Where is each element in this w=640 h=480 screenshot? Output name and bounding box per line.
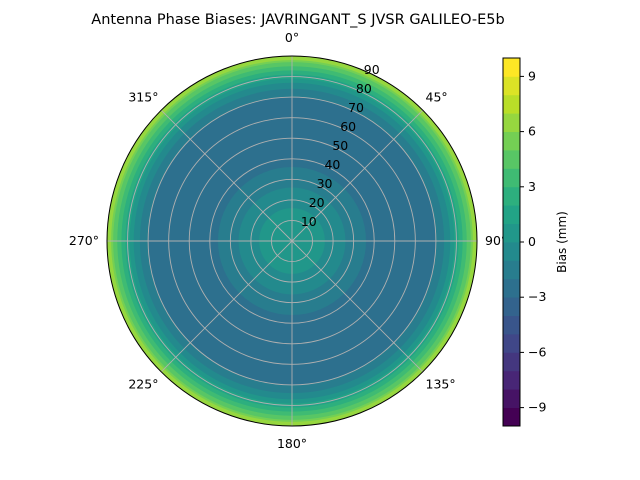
colorbar-blocks (503, 58, 520, 427)
colorbar-block (503, 297, 520, 316)
colorbar-tick-label: 9 (528, 68, 536, 83)
colorbar-block (503, 94, 520, 114)
angular-grid-line (160, 240, 293, 373)
colorbar-tick-label: −6 (528, 344, 546, 359)
theta-tick-label: 90° (485, 233, 507, 248)
radial-tick-labels: 10 20 30 40 50 60 70 80 90 (301, 62, 380, 229)
theta-tick-labels: 0° 45° 90° 135° 180° 225° 270° 315° (69, 30, 507, 451)
radial-tick-label: 30 (317, 176, 333, 191)
polar-frame (106, 55, 478, 427)
colorbar-block (503, 407, 520, 427)
colorbar-block (503, 223, 520, 243)
radial-tick-label: 40 (324, 157, 340, 172)
colorbar-block (503, 352, 520, 372)
polar-grid (107, 56, 477, 426)
radial-tick-label: 80 (356, 81, 372, 96)
angular-grid-line (160, 109, 293, 242)
theta-tick-label: 135° (426, 377, 456, 392)
colorbar-block (503, 113, 520, 132)
angular-grid-line (291, 240, 424, 373)
theta-tick-label: 0° (285, 30, 299, 45)
polar-plot: 0° 45° 90° 135° 180° 225° 270° 315° 10 20 30 40 50 6… (69, 30, 507, 451)
colorbar-block (503, 150, 520, 169)
radial-tick-label: 10 (301, 214, 317, 229)
colorbar-block (503, 76, 520, 96)
colorbar-block (503, 260, 520, 280)
radial-tick-label: 20 (309, 195, 325, 210)
colorbar-block (503, 131, 520, 151)
radial-tick-label: 90 (364, 62, 380, 77)
colorbar-block (503, 58, 520, 77)
colorbar-label: Bias (mm) (555, 211, 569, 273)
colorbar-block (503, 278, 520, 298)
colorbar-block (503, 168, 520, 188)
colorbar-tick-label: 6 (528, 124, 536, 139)
colorbar-block (503, 242, 520, 261)
colorbar-tick-label: −9 (528, 400, 546, 415)
theta-tick-label: 180° (277, 436, 307, 451)
radial-tick-label: 50 (332, 138, 348, 153)
colorbar-block (503, 334, 520, 353)
radial-tick-label: 70 (348, 100, 364, 115)
colorbar-block (503, 205, 520, 224)
colorbar-block (503, 370, 520, 390)
colorbar-ticks: −9 −6 −3 0 3 6 9 (520, 68, 546, 415)
colorbar-tick-label: −3 (528, 289, 546, 304)
theta-tick-label: 45° (426, 89, 448, 104)
theta-tick-label: 225° (128, 377, 158, 392)
chart-title: Antenna Phase Biases: JAVRINGANT_S JVSR … (91, 12, 504, 28)
colorbar-tick-label: 3 (528, 179, 536, 194)
theta-tick-label: 270° (69, 233, 99, 248)
radial-tick-label: 60 (340, 119, 356, 134)
colorbar: −9 −6 −3 0 3 6 9 Bias (mm) (502, 57, 569, 427)
colorbar-tick-label: 0 (528, 234, 536, 249)
colorbar-block (503, 315, 520, 335)
angular-grid-line (291, 109, 424, 242)
colorbar-block (503, 389, 520, 408)
theta-tick-label: 315° (128, 89, 158, 104)
colorbar-block (503, 186, 520, 206)
